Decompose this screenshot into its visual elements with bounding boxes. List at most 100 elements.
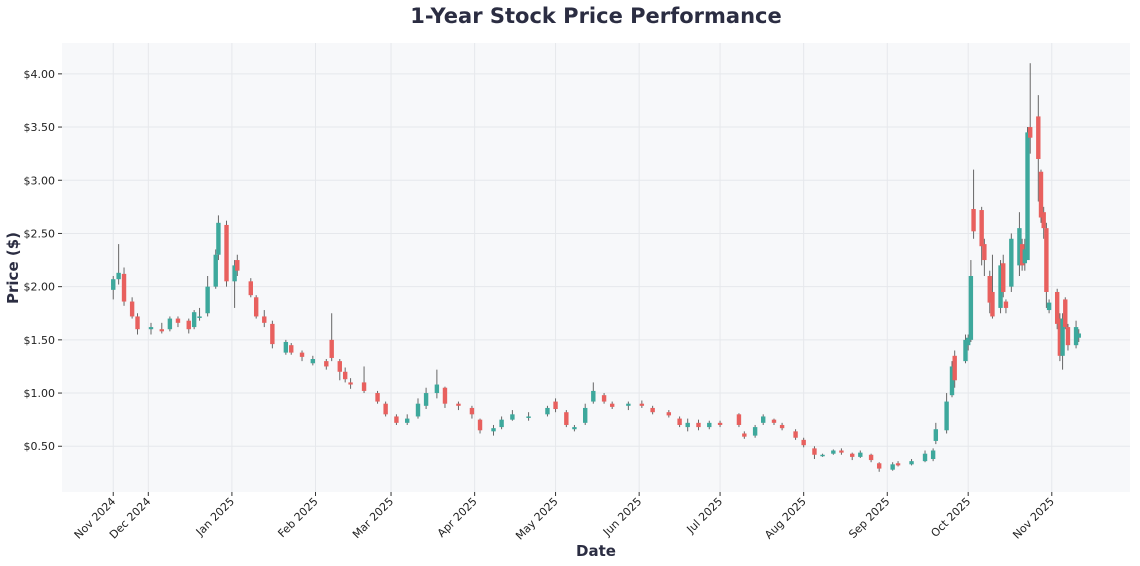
candle-body [405, 418, 410, 423]
candle-body [224, 224, 229, 282]
candle-body [148, 327, 154, 330]
candle-down [666, 410, 672, 418]
y-tick-label: $2.50 [24, 227, 56, 240]
candle-body [982, 244, 987, 261]
y-tick-label: $0.50 [24, 440, 56, 453]
candle-up [415, 398, 421, 419]
candle-up [1073, 320, 1079, 349]
candle-body [793, 431, 798, 438]
candle-body [232, 265, 237, 282]
candle-body [1001, 263, 1006, 292]
candle-up [591, 382, 596, 404]
candle-up [510, 410, 515, 421]
candle-body [696, 422, 701, 428]
candle-down [1054, 288, 1060, 330]
candle-down [868, 453, 874, 463]
candle-body [944, 401, 949, 431]
candle-body [1025, 132, 1030, 261]
candle-body [415, 403, 421, 417]
x-tick-label: Nov 2025 [1010, 495, 1057, 542]
candle-body [442, 387, 448, 404]
candle-up [1009, 233, 1014, 292]
candle-down [793, 429, 798, 440]
candle-down [253, 295, 259, 319]
candle-body [1063, 299, 1068, 328]
candle-down [1057, 313, 1063, 362]
candle-body [858, 452, 863, 457]
candle-body [895, 463, 901, 466]
candle-body [499, 419, 504, 428]
candle-up [526, 412, 531, 421]
candle-down [175, 316, 181, 328]
candle-body [876, 463, 882, 469]
candle-body [1036, 116, 1041, 159]
candle-body [1019, 244, 1025, 266]
candle-body [216, 222, 221, 255]
candle-body [963, 339, 968, 362]
candle-down [477, 418, 483, 434]
candle-down [677, 416, 682, 428]
candle-body [850, 453, 855, 457]
chart-title: 1-Year Stock Price Performance [410, 4, 781, 28]
x-tick-label: Sep 2025 [846, 495, 892, 541]
candle-down [299, 350, 305, 362]
candle-body [324, 361, 329, 367]
candle-up [820, 453, 825, 457]
candle-body [1017, 228, 1022, 266]
candle-up [963, 334, 968, 364]
candle-body [666, 412, 672, 416]
candle-up [1046, 299, 1052, 314]
candle-body [971, 208, 976, 232]
candle-down [324, 359, 329, 370]
x-tick-label: Feb 2025 [275, 495, 320, 540]
candle-body [235, 260, 240, 271]
candle-body [779, 424, 785, 429]
candle-down [270, 320, 275, 349]
candle-up [148, 322, 154, 335]
candle-up [858, 450, 863, 458]
candle-body [1076, 333, 1081, 338]
candle-down [771, 418, 777, 425]
candle-down [609, 401, 615, 410]
candle-up [1017, 212, 1022, 277]
candle-down [394, 414, 399, 425]
candle-body [990, 291, 995, 317]
candle-body [205, 286, 210, 314]
candle-body [677, 418, 682, 425]
candle-down [639, 400, 645, 408]
candle-down [329, 313, 334, 362]
candle-down [289, 343, 294, 355]
candle-body [685, 422, 690, 428]
x-tick-label: Jul 2025 [684, 495, 726, 537]
candle-down [952, 350, 957, 388]
y-tick-label: $2.00 [24, 281, 56, 294]
candle-body [736, 414, 742, 425]
candle-up [685, 418, 690, 432]
candle-down [469, 405, 475, 419]
candle-body [801, 439, 806, 446]
candle-body [626, 403, 631, 406]
x-axis-label: Date [576, 542, 616, 560]
candle-up [707, 420, 712, 430]
candle-down [375, 390, 380, 404]
candle-down [971, 169, 976, 239]
candle-body [717, 422, 723, 425]
candle-body [186, 320, 191, 330]
candle-body [1054, 291, 1060, 324]
candle-body [553, 401, 558, 410]
candle-down [717, 420, 723, 428]
candle-up [213, 249, 218, 289]
candle-down [696, 419, 701, 431]
x-tick-label: Apr 2025 [435, 495, 480, 540]
candle-body [639, 403, 645, 406]
candle-up [965, 334, 971, 351]
candle-up [761, 414, 766, 425]
candle-up [232, 260, 237, 308]
candle-up [423, 387, 429, 410]
candle-body [283, 341, 289, 353]
candle-up [205, 276, 210, 317]
candle-body [591, 390, 596, 402]
candle-down [1019, 238, 1025, 271]
candle-body [752, 427, 758, 436]
